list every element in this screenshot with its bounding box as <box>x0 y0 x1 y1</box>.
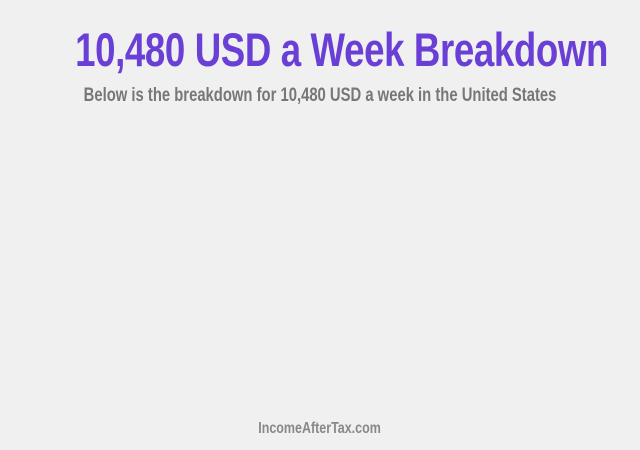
page-title-text: 10,480 USD a Week Breakdown <box>75 23 608 76</box>
page-subtitle: Below is the breakdown for 10,480 USD a … <box>0 85 640 107</box>
page-title: 10,480 USD a Week Breakdown <box>0 22 640 77</box>
footer-site-name: IncomeAfterTax.com <box>0 420 640 438</box>
page-subtitle-text: Below is the breakdown for 10,480 USD a … <box>83 85 557 106</box>
footer-site-text: IncomeAfterTax.com <box>258 420 382 437</box>
